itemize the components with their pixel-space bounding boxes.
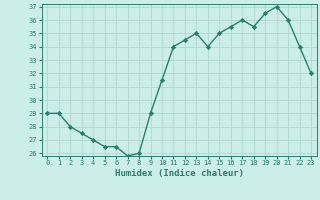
X-axis label: Humidex (Indice chaleur): Humidex (Indice chaleur) <box>115 169 244 178</box>
